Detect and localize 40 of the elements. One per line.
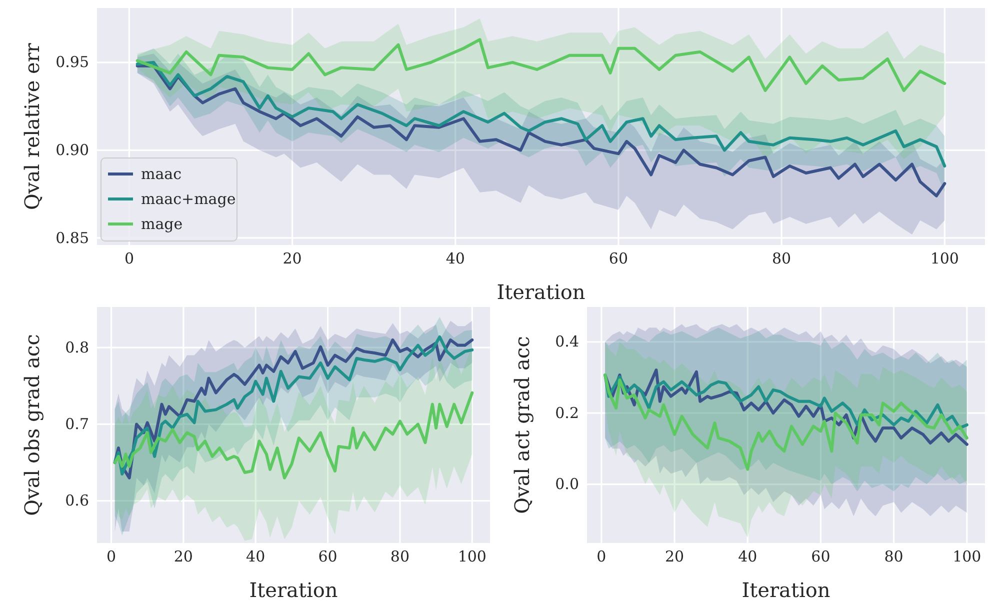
x-tick-label: 80 (772, 250, 792, 268)
legend-label: mage (141, 215, 183, 233)
x-tick-label: 100 (930, 250, 959, 268)
x-tick-label: 40 (738, 548, 758, 566)
y-tick-label: 0.95 (56, 53, 89, 72)
x-axis-title: Iteration (496, 280, 586, 304)
x-tick-label: 40 (446, 250, 465, 268)
y-tick-label: 0.8 (65, 338, 89, 356)
x-tick-label: 100 (952, 548, 982, 566)
x-tick-label: 100 (458, 548, 486, 566)
y-tick-label: 0.85 (56, 228, 89, 247)
x-tick-label: 80 (390, 548, 410, 566)
x-tick-label: 0 (124, 250, 134, 268)
y-axis-title: Qval relative err (20, 42, 44, 210)
x-tick-label: 60 (318, 548, 338, 566)
x-tick-label: 0 (596, 548, 606, 566)
line-series (136, 60, 946, 168)
legend-label: maac (141, 165, 182, 183)
line-series (113, 391, 474, 480)
line-series (136, 38, 946, 92)
x-axis-title: Iteration (742, 578, 830, 602)
x-tick-label: 0 (106, 548, 116, 566)
x-tick-label: 20 (664, 548, 684, 566)
x-tick-label: 60 (811, 548, 830, 566)
y-tick-label: 0.4 (555, 332, 579, 351)
x-tick-label: 20 (282, 250, 302, 268)
y-tick-label: 0.90 (56, 141, 89, 159)
y-axis-title: Qval obs grad acc (20, 334, 44, 516)
x-tick-label: 20 (174, 548, 193, 566)
x-tick-label: 80 (884, 548, 904, 566)
legend-label: maac+mage (141, 190, 236, 208)
y-tick-label: 0.6 (65, 492, 89, 510)
y-tick-label: 0.2 (555, 404, 579, 422)
line-series (604, 373, 968, 471)
y-tick-label: 0.0 (555, 475, 579, 494)
x-axis-title: Iteration (249, 578, 338, 602)
y-tick-label: 0.7 (65, 415, 89, 434)
x-tick-label: 40 (246, 548, 266, 566)
x-tick-label: 60 (608, 250, 628, 268)
y-axis-title: Qval act grad acc (510, 336, 534, 514)
